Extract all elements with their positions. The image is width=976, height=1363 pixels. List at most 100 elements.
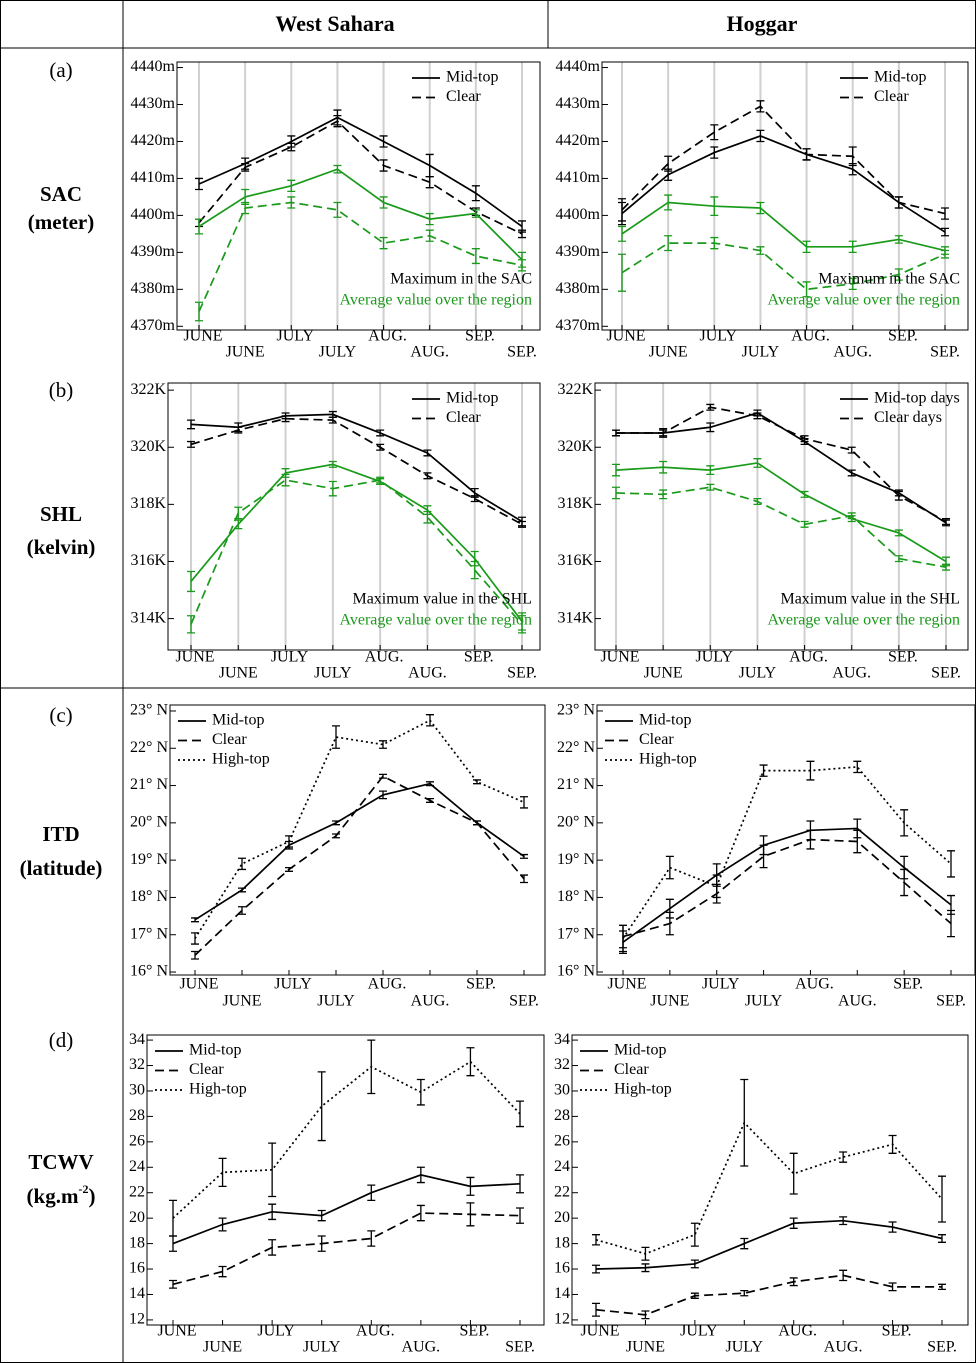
legend-label: Mid-top	[446, 69, 498, 86]
error-bar	[800, 490, 809, 498]
y-tick-label: 28	[129, 1107, 145, 1124]
y-tick-label: 16	[554, 1260, 570, 1277]
error-bar	[659, 489, 668, 500]
legend-label: Clear	[614, 1061, 649, 1078]
y-tick-label: 24	[129, 1158, 145, 1175]
error-bar	[328, 480, 337, 497]
error-bar	[518, 229, 526, 239]
error-bar	[894, 555, 903, 563]
x-tick-label: AUG.	[368, 976, 407, 993]
series-line	[622, 827, 952, 943]
y-tick-label: 316K	[557, 552, 593, 569]
panel-letter: (b)	[49, 378, 74, 402]
x-tick-label: JUNE	[226, 344, 265, 361]
legend-label: Clear	[212, 731, 247, 748]
row-unit: (meter)	[28, 210, 94, 234]
row-label: ITD	[42, 822, 79, 846]
annotation: Maximum in the SAC	[390, 271, 532, 288]
error-bar	[426, 797, 434, 803]
error-bar	[379, 135, 388, 148]
error-bar	[470, 560, 479, 580]
series-line	[198, 116, 523, 228]
series-line	[194, 775, 525, 956]
error-bar	[169, 1235, 177, 1252]
error-bar	[900, 809, 909, 837]
error-bar	[332, 725, 340, 749]
x-tick-label: SEP.	[507, 665, 537, 682]
error-bar	[195, 218, 203, 235]
error-bar	[853, 829, 862, 854]
series-line	[615, 462, 947, 563]
annotation: Maximum value in the SHL	[352, 591, 532, 608]
x-tick-label: JUNE	[183, 328, 222, 345]
row-label: TCWV	[28, 1150, 93, 1174]
y-tick-label: 318K	[557, 495, 593, 512]
error-bar	[941, 207, 949, 220]
error-bar	[218, 1265, 227, 1278]
y-tick-label: 4380m	[131, 280, 176, 297]
error-bar	[234, 506, 243, 520]
y-tick-label: 4410m	[556, 169, 601, 186]
error-bar	[328, 460, 337, 468]
plot-frame	[596, 704, 976, 976]
annotation: Maximum value in the SHL	[780, 591, 960, 608]
y-tick-label: 4420m	[131, 132, 176, 149]
error-bar	[471, 209, 480, 218]
x-tick-label: SEP.	[464, 649, 494, 666]
y-tick-label: 22° N	[557, 739, 595, 756]
error-bar	[518, 259, 526, 272]
error-bar	[938, 1234, 946, 1243]
y-tick-label: 4390m	[556, 243, 601, 260]
error-bar	[659, 429, 668, 437]
x-tick-label: JULY	[303, 1339, 341, 1356]
x-tick-label: SEP.	[509, 993, 539, 1010]
x-tick-label: JUNE	[179, 976, 218, 993]
error-bar	[169, 1199, 177, 1237]
annotation: Maximum in the SAC	[818, 271, 960, 288]
error-bar	[665, 855, 674, 880]
series-line	[595, 1121, 943, 1255]
x-tick-label: AUG.	[789, 649, 828, 666]
error-bar	[376, 476, 385, 484]
error-bar	[848, 277, 857, 290]
y-tick-label: 20° N	[557, 814, 595, 831]
y-tick-label: 322K	[557, 381, 593, 398]
y-tick-label: 322K	[130, 381, 166, 398]
y-tick-label: 14	[554, 1285, 570, 1302]
error-bar	[367, 1184, 376, 1201]
error-bar	[520, 853, 528, 859]
error-bar	[706, 403, 715, 411]
error-bar	[710, 146, 719, 159]
error-bar	[379, 236, 388, 250]
x-tick-label: JULY	[742, 344, 780, 361]
error-bar	[426, 781, 434, 787]
x-tick-label: JUNE	[157, 1323, 196, 1340]
plot-frame	[601, 61, 969, 331]
error-bar	[376, 429, 385, 437]
error-bar	[333, 201, 342, 218]
y-tick-label: 32	[554, 1056, 570, 1073]
x-tick-label: JULY	[702, 976, 740, 993]
error-bar	[848, 240, 857, 254]
x-tick-label: JULY	[745, 993, 783, 1010]
error-bar	[520, 796, 528, 809]
error-bar	[187, 570, 195, 593]
y-tick-label: 4440m	[131, 58, 176, 75]
error-bar	[641, 1246, 650, 1261]
series-line	[198, 201, 523, 312]
error-bar	[789, 1277, 798, 1287]
series-line	[194, 782, 525, 921]
error-bar	[706, 422, 715, 433]
y-tick-label: 30	[554, 1082, 570, 1099]
error-bar	[367, 1230, 376, 1247]
error-bar	[740, 1290, 749, 1297]
error-bar	[317, 1235, 326, 1252]
unit-superscript: -2	[78, 1182, 88, 1196]
error-bar	[756, 246, 765, 255]
plot-frame	[169, 704, 546, 976]
y-tick-label: 4430m	[131, 95, 176, 112]
series-line	[621, 135, 946, 233]
error-bar	[612, 463, 620, 477]
series-line	[172, 1060, 521, 1219]
y-tick-label: 320K	[557, 438, 593, 455]
